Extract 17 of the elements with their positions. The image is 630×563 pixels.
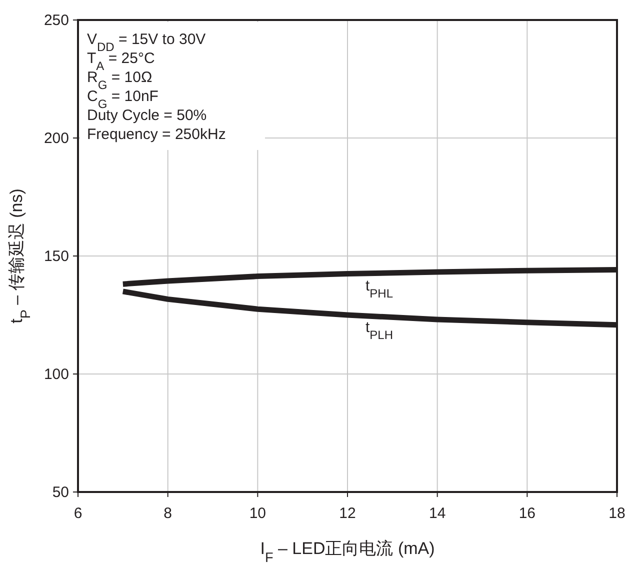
y-tick-label: 100 bbox=[44, 366, 69, 383]
x-tick-label: 10 bbox=[249, 505, 266, 522]
y-tick-label: 150 bbox=[44, 248, 69, 265]
series-label: t$_{PHL}$ bbox=[366, 278, 394, 301]
x-axis-title: I$_{F}$ – LED正向电流 (mA) bbox=[260, 539, 435, 563]
x-tick-label: 18 bbox=[608, 505, 626, 522]
y-tick-label: 200 bbox=[44, 130, 69, 147]
annotation: Frequency = 250kHz bbox=[87, 126, 226, 143]
x-tick-label: 16 bbox=[518, 505, 536, 522]
y-tick-label: 50 bbox=[52, 484, 69, 501]
x-tick-label: 12 bbox=[339, 505, 356, 522]
annotation: Duty Cycle = 50% bbox=[87, 107, 207, 124]
x-tick-label: 6 bbox=[74, 505, 82, 522]
x-tick-label: 14 bbox=[428, 505, 446, 522]
series-label: t$_{PLH}$ bbox=[366, 319, 394, 342]
x-tick-label: 8 bbox=[164, 505, 172, 522]
y-tick-label: 250 bbox=[44, 12, 69, 29]
